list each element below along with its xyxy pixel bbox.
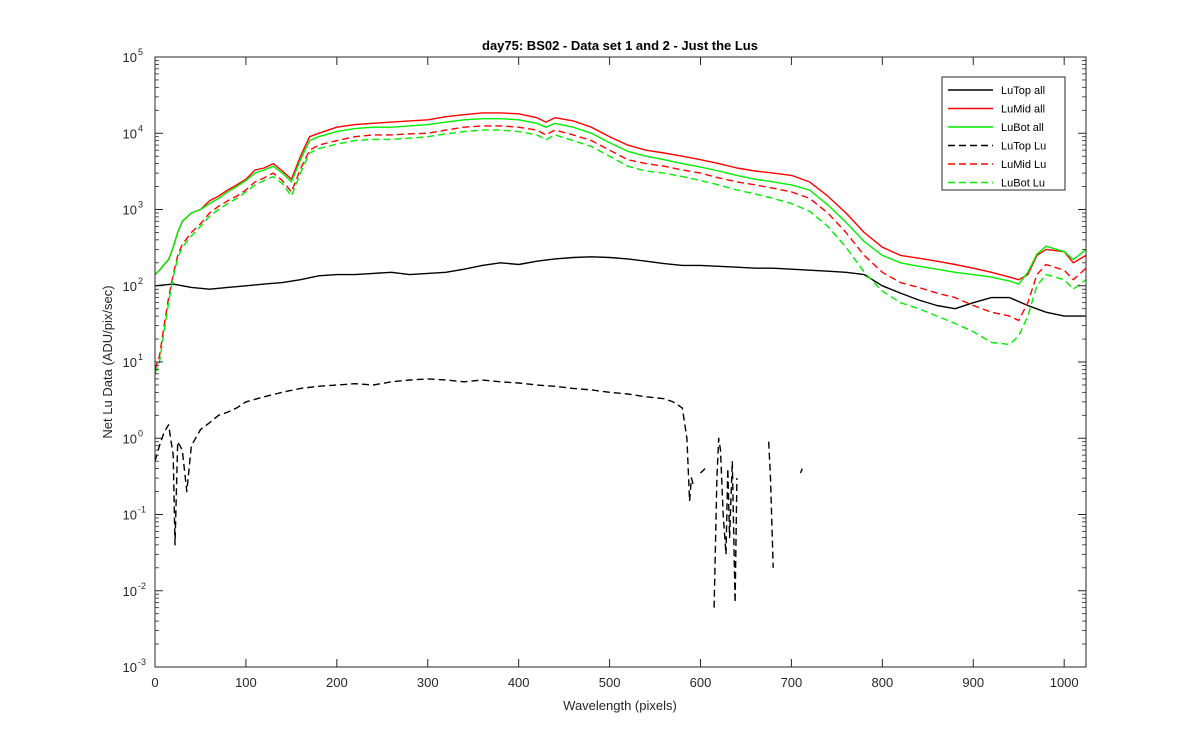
y-tick-exponent: -3 [138,657,146,667]
y-tick-exponent: 5 [138,47,143,57]
series-line-1 [154,256,1086,317]
series-layer [154,112,1087,608]
series-line-3 [154,118,1087,285]
y-tick-exponent: 4 [138,123,143,133]
chart-title: day75: BS02 - Data set 1 and 2 - Just th… [482,38,758,53]
y-tick-exponent: 1 [138,352,143,362]
y-tick-label: 10 [123,508,137,523]
x-tick-label: 0 [151,675,158,690]
y-tick-label: 10 [123,50,137,65]
x-tick-label: 200 [326,675,348,690]
x-tick-label: 800 [871,675,893,690]
y-tick-label: 10 [123,126,137,141]
y-tick-exponent: 2 [138,276,143,286]
x-tick-label: 600 [690,675,712,690]
legend-label-2: LuMid all [1001,104,1045,116]
y-tick-label: 10 [123,279,137,294]
y-tick-exponent: -2 [138,581,146,591]
series-line-5 [154,125,1087,370]
x-tick-label: 900 [962,675,984,690]
y-tick-exponent: 0 [138,428,143,438]
y-tick-label: 10 [123,660,137,675]
x-tick-label: 400 [508,675,530,690]
x-tick-label: 300 [417,675,439,690]
series-line-2 [154,112,1087,281]
plot-area [155,57,1086,667]
y-tick-label: 10 [123,584,137,599]
legend-label-5: LuMid Lu [1001,159,1046,171]
legend-label-1: LuTop all [1001,85,1045,97]
y-tick-exponent: 3 [138,200,143,210]
x-axis-ticks: 0 100 200 300 400 500 600 700 800 900 1000 [151,57,1079,690]
legend-box [941,76,1066,191]
series-line-4 [154,378,803,608]
x-tick-label: 1000 [1050,675,1079,690]
legend-label-6: LuBot Lu [1001,178,1045,190]
x-tick-label: 500 [599,675,621,690]
y-tick-exponent: -1 [138,505,146,515]
y-tick-label: 10 [123,203,137,218]
y-tick-label: 10 [123,355,137,370]
legend-label-3: LuBot all [1001,122,1044,134]
y-axis-label: Net Lu Data (ADU/pix/sec) [100,285,115,438]
legend-label-4: LuTop Lu [1001,141,1046,153]
y-tick-label: 10 [123,431,137,446]
x-tick-label: 700 [781,675,803,690]
legend: LuTop all LuMid all LuBot all LuTop Lu LuMid… [941,76,1066,191]
series-line-6 [154,129,1087,375]
x-axis-label: Wavelength (pixels) [563,698,677,713]
x-tick-label: 100 [235,675,257,690]
